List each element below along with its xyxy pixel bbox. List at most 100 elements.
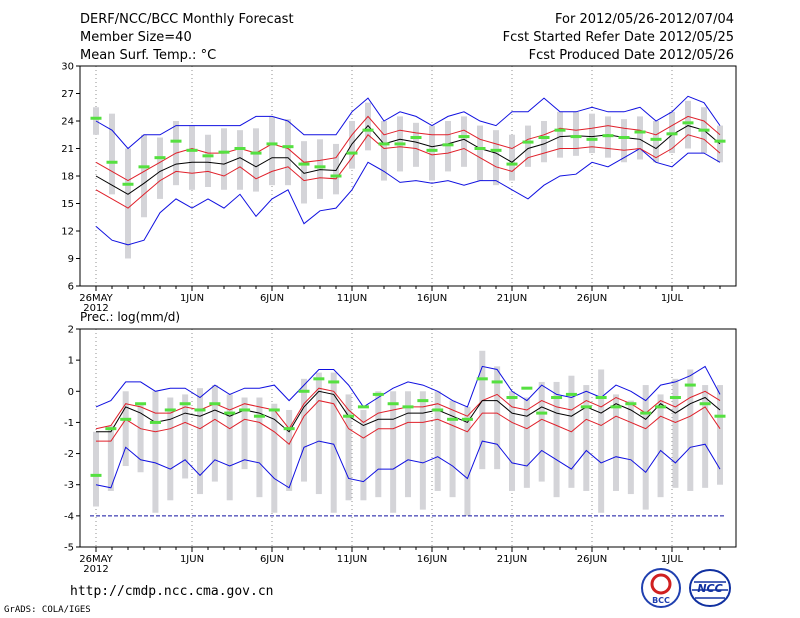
observed-marker: [298, 389, 310, 393]
ensemble-range-bar: [429, 125, 435, 181]
observed-marker: [186, 148, 198, 152]
ensemble-range-bar: [405, 391, 411, 498]
ensemble-range-bar: [211, 385, 218, 482]
observed-marker: [328, 380, 340, 384]
observed-marker: [362, 128, 374, 132]
observed-marker: [640, 411, 652, 415]
ensemble-range-bar: [717, 125, 723, 163]
source-url[interactable]: http://cmdp.ncc.cma.gov.cn: [70, 584, 274, 599]
ensemble-range-bar: [493, 130, 499, 186]
ensemble-range-bar: [613, 394, 619, 491]
x-tick-label: 11JUN: [337, 293, 367, 304]
observed-marker: [699, 402, 711, 406]
ensemble-range-bar: [221, 128, 227, 190]
ensemble-range-bar: [573, 111, 579, 156]
observed-marker: [610, 405, 622, 409]
observed-marker: [442, 143, 454, 147]
observed-marker: [138, 165, 150, 169]
ensemble-range-bar: [390, 391, 397, 513]
observed-marker: [343, 414, 355, 418]
x-tick-label: 21JUN: [497, 293, 527, 304]
ensemble-range-bar: [461, 116, 467, 167]
ensemble-range-bar: [375, 391, 382, 498]
observed-marker: [618, 136, 630, 139]
ensemble-range-bar: [107, 425, 114, 491]
observed-marker: [595, 396, 607, 400]
observed-marker: [239, 408, 251, 412]
x-tick-label: 26MAY: [79, 554, 113, 565]
x-year-label: 2012: [83, 564, 108, 575]
ensemble-range-bar: [717, 385, 723, 485]
observed-marker: [570, 135, 582, 139]
ncc-logo-lines: [692, 581, 728, 599]
observed-marker: [314, 165, 326, 169]
observed-marker: [372, 392, 384, 396]
ensemble-range-bar: [253, 128, 259, 192]
x-tick-label: 26JUN: [577, 554, 607, 565]
x-tick-label: 1JUN: [180, 293, 204, 304]
observed-marker: [432, 408, 444, 412]
observed-marker: [164, 408, 176, 412]
x-tick-label: 1JUL: [661, 293, 684, 304]
ensemble-range-bar: [479, 350, 486, 470]
ensemble-range-bar: [449, 400, 456, 498]
ensemble-range-bar: [523, 397, 530, 488]
ensemble-range-bar: [333, 143, 339, 195]
chart-title: DERF/NCC/BCC Monthly Forecast: [80, 12, 294, 27]
min-line: [95, 440, 721, 489]
observed-marker: [346, 151, 358, 155]
observed-marker: [394, 142, 406, 146]
observed-marker: [580, 405, 592, 409]
ensemble-range-bar: [285, 119, 291, 186]
x-tick-label: 11JUN: [337, 554, 367, 565]
temperature-panel: 6 9 12 15 18 21 24 27 30 26MAY 1JUN 6JUN 11JUN 16JUN 2…: [61, 62, 737, 314]
observed-marker: [282, 145, 294, 149]
ensemble-range-bar: [125, 148, 131, 259]
bcc-logo-swirl: [650, 573, 672, 595]
ensemble-range-bar: [509, 391, 515, 491]
ensemble-range-bar: [205, 134, 211, 187]
observed-marker: [266, 142, 278, 146]
bcc-logo-ring: [641, 568, 681, 608]
ensemble-range-bar: [141, 134, 147, 218]
observed-marker: [682, 121, 694, 125]
observed-marker: [698, 128, 710, 132]
ensemble-range-bar: [241, 397, 248, 470]
ensemble-range-bar: [122, 391, 129, 467]
ensemble-range-bar: [653, 121, 659, 163]
ensemble-mean-line: [96, 390, 721, 433]
observed-marker: [490, 148, 502, 152]
ensemble-range-bar: [315, 372, 322, 495]
observed-marker: [378, 142, 390, 146]
observed-marker: [268, 408, 280, 412]
observed-marker: [666, 132, 678, 136]
observed-marker: [357, 405, 369, 409]
upper-spread-line: [95, 115, 721, 182]
ensemble-range-bar: [237, 130, 243, 190]
temperature-panel-title: Mean Surf. Temp.: °C: [80, 48, 217, 63]
x-tick-label: 6JUN: [260, 554, 284, 565]
ensemble-range-bar: [702, 385, 709, 488]
ensemble-range-bar: [509, 134, 515, 181]
member-size-label: Member Size=40: [80, 30, 192, 45]
y-tick-label: 9: [68, 254, 74, 265]
observed-marker: [551, 396, 563, 400]
ensemble-range-bar: [93, 431, 99, 507]
x-tick-label: 1JUL: [661, 554, 684, 565]
observed-marker: [253, 414, 265, 418]
ensemble-range-bar: [189, 125, 195, 190]
observed-marker: [491, 380, 503, 384]
ensemble-range-bar: [477, 125, 483, 181]
x-tick-label: 21JUN: [497, 554, 527, 565]
observed-marker: [149, 420, 161, 424]
y-tick-label: 0: [68, 387, 74, 398]
observed-marker: [461, 417, 473, 421]
observed-marker: [474, 147, 486, 150]
observed-marker: [106, 160, 118, 164]
observed-marker: [105, 427, 117, 431]
observed-marker: [625, 402, 637, 406]
ensemble-range-bar: [525, 125, 531, 167]
observed-marker: [554, 128, 566, 132]
observed-marker: [655, 405, 667, 409]
